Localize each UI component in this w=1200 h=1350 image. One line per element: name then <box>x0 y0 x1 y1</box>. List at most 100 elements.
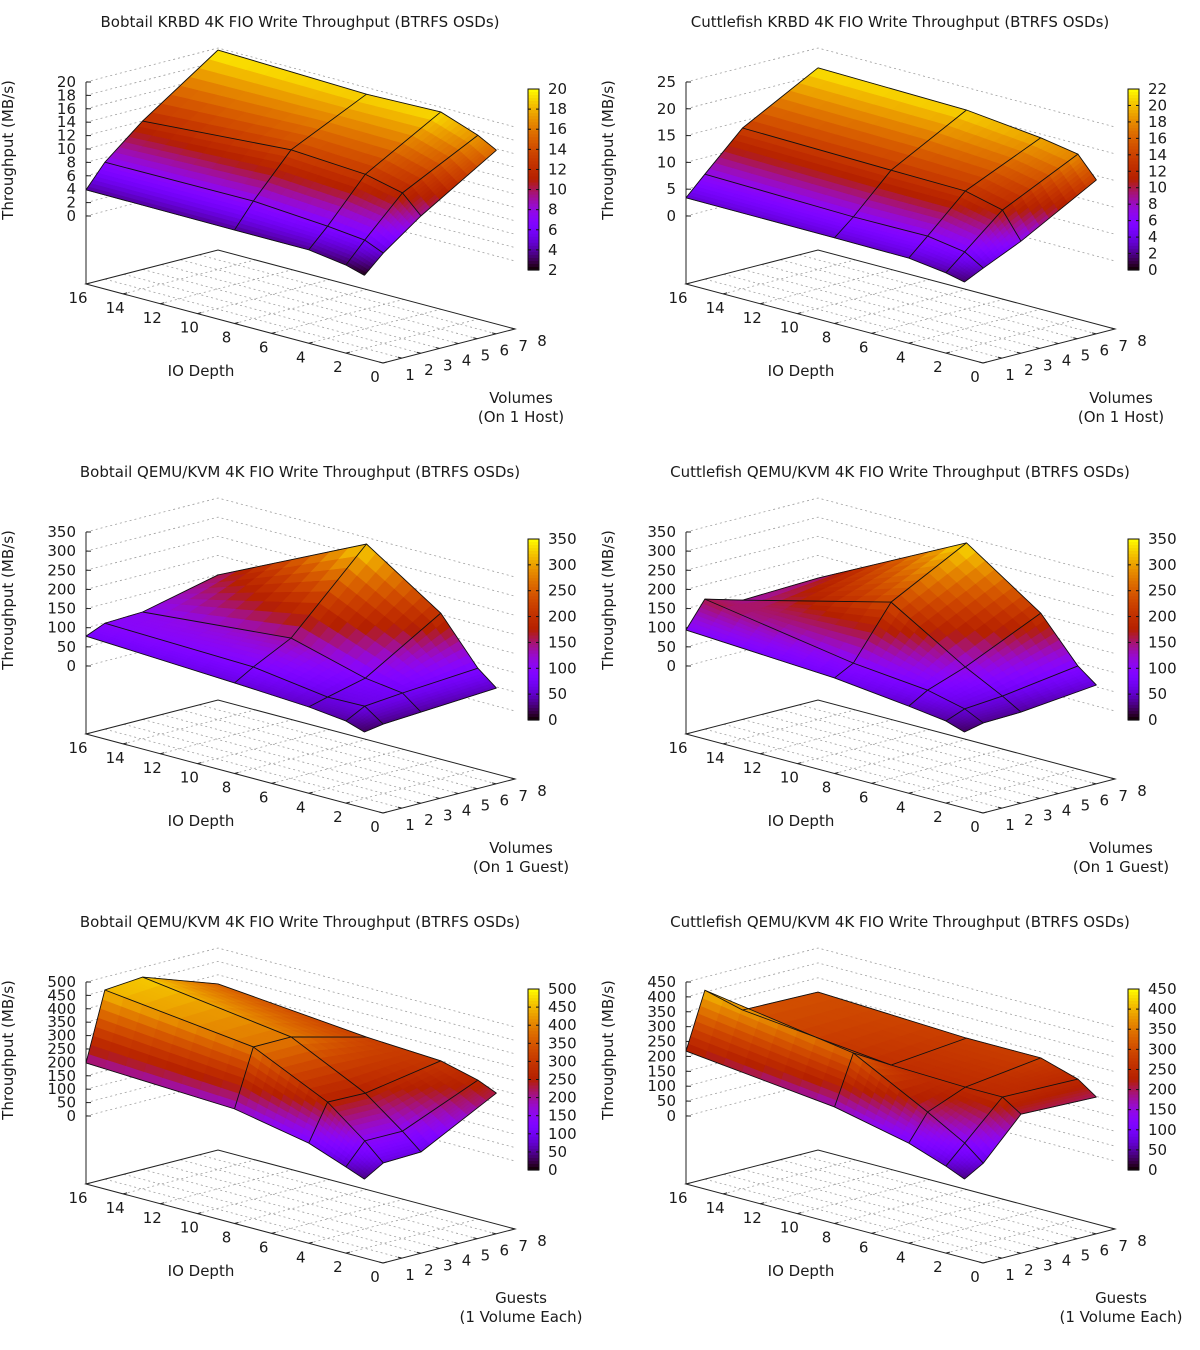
colorbar-band <box>1128 701 1139 706</box>
x-tick <box>760 1202 765 1205</box>
colorbar-band <box>528 653 539 658</box>
y-tick-label: 1 <box>1005 366 1015 384</box>
colorbar-band <box>1128 155 1139 159</box>
y-tick <box>454 792 459 795</box>
depth-line <box>964 179 1097 283</box>
colorbar-band <box>528 194 539 199</box>
x-tick <box>834 772 839 774</box>
x-axis-label: IO Depth <box>168 1262 235 1280</box>
y-tick <box>1073 337 1078 340</box>
floor-gridline <box>197 729 330 765</box>
surface-patch <box>1001 665 1097 713</box>
z-tick-label: 450 <box>647 973 676 991</box>
colorbar-band <box>528 671 539 676</box>
colorbar-band <box>1128 614 1139 619</box>
colorbar-band <box>528 635 539 640</box>
colorbar-tick-label: 6 <box>1148 212 1158 230</box>
colorbar-band <box>1128 623 1139 628</box>
colorbar-band <box>528 1031 539 1035</box>
floor-border <box>84 699 517 814</box>
colorbar-tick-label: 0 <box>548 711 558 729</box>
depth-line <box>945 153 1079 274</box>
y-tick-label: 1 <box>1005 816 1015 834</box>
z-gridline <box>85 516 516 597</box>
x-tick <box>723 742 728 745</box>
colorbar-band <box>528 1091 539 1096</box>
colorbar-band <box>528 233 539 238</box>
colorbar-tick-label: 200 <box>548 1089 577 1107</box>
surface-patch <box>234 1046 328 1144</box>
y-tick <box>997 1256 1002 1259</box>
colorbar-tick-label: 100 <box>548 1125 577 1143</box>
z-tick-label: 150 <box>647 1062 676 1080</box>
surface-patch <box>742 542 967 603</box>
x-tick <box>234 322 239 324</box>
surface-patch <box>85 622 255 684</box>
z-tick-label: 20 <box>657 100 676 118</box>
y-tick-label: 6 <box>500 792 510 810</box>
y-tick-label: 7 <box>1118 337 1128 355</box>
floor-gridline <box>160 719 293 755</box>
colorbar-band <box>528 104 539 108</box>
z-tick-label: 0 <box>66 1107 76 1125</box>
surface <box>85 49 497 276</box>
colorbar-band <box>1128 608 1139 612</box>
colorbar-tick-label: 22 <box>1148 80 1167 98</box>
surface-patch <box>401 667 497 713</box>
x-tick-label: 0 <box>970 818 980 836</box>
y-tick <box>978 1261 984 1264</box>
z-tick-label: 12 <box>57 127 76 145</box>
floor-gridline <box>723 723 1021 804</box>
colorbar-tick-label: 14 <box>1148 146 1167 164</box>
y-axis-label: (On 1 Guest) <box>473 858 569 876</box>
floor-gridline <box>908 308 1041 344</box>
colorbar-tick-label: 300 <box>548 1052 577 1070</box>
y-tick-label: 2 <box>1024 811 1034 829</box>
colorbar-band <box>528 221 539 226</box>
colorbar-band <box>1128 107 1139 111</box>
z-tick-label: 6 <box>66 167 76 185</box>
y-axis-label: Volumes <box>489 389 553 407</box>
colorbar-band <box>1128 602 1139 606</box>
chart-title: Bobtail KRBD 4K FIO Write Throughput (BT… <box>100 13 499 31</box>
depth-line <box>308 1060 441 1144</box>
floor-gridline <box>180 709 478 790</box>
x-tick-label: 16 <box>668 739 687 757</box>
depth-line <box>834 109 967 239</box>
x-tick-label: 14 <box>706 749 725 767</box>
colorbar-band <box>528 176 539 181</box>
y-tick-label: 2 <box>424 811 434 829</box>
floor-gridline <box>834 289 967 324</box>
x-tick <box>908 341 913 344</box>
colorbar-band <box>528 1163 539 1168</box>
colorbar-band <box>528 1037 539 1041</box>
floor-gridline <box>834 739 967 774</box>
colorbar-band <box>1128 149 1139 153</box>
z-tick-label: 50 <box>57 638 76 656</box>
colorbar-band <box>528 182 539 187</box>
colorbar-band <box>1128 677 1139 682</box>
x-tick <box>271 331 276 334</box>
chart-title: Cuttlefish QEMU/KVM 4K FIO Write Through… <box>670 913 1130 931</box>
chart-svg: Cuttlefish KRBD 4K FIO Write Throughput … <box>599 13 1167 426</box>
floor-gridline <box>199 254 497 335</box>
y-tick-label: 7 <box>518 1237 528 1255</box>
x-tick <box>760 302 765 305</box>
z-tick-label: 200 <box>47 580 76 598</box>
z-tick-label: 0 <box>66 207 76 225</box>
y-tick-label: 4 <box>462 1251 472 1269</box>
y-tick <box>1092 1232 1097 1235</box>
x-tick-label: 14 <box>106 749 125 767</box>
floor-border <box>684 249 1117 364</box>
colorbar-band <box>528 1079 539 1084</box>
colorbar-band <box>528 548 539 552</box>
floor-gridline <box>945 318 1078 354</box>
y-tick <box>435 796 440 799</box>
surface-patch <box>685 598 854 679</box>
surface-patch <box>327 1092 403 1142</box>
surface-chart-5: Bobtail QEMU/KVM 4K FIO Write Throughput… <box>0 900 600 1350</box>
colorbar-band <box>528 1130 539 1135</box>
